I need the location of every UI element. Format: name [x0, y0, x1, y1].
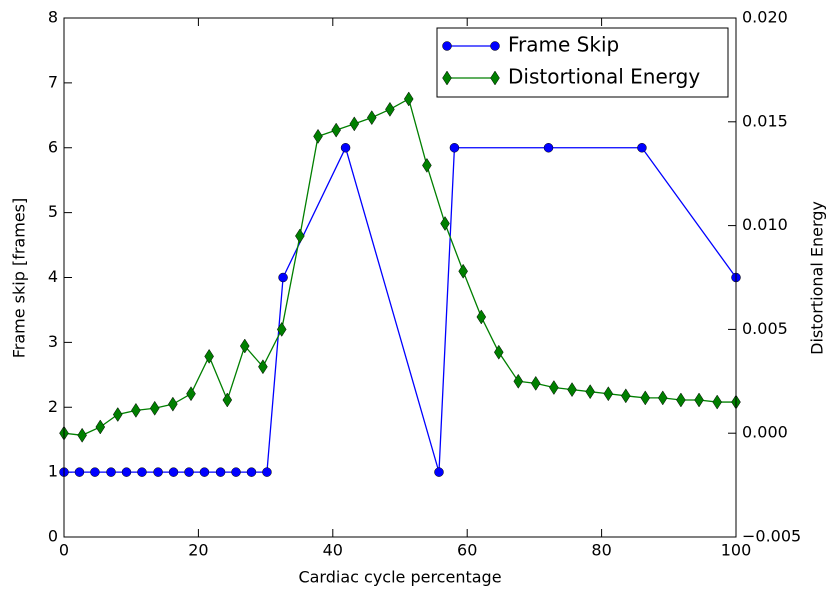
legend-marker [490, 70, 500, 86]
data-point [131, 402, 141, 418]
data-point [258, 359, 268, 375]
data-point [295, 228, 305, 244]
data-point [90, 467, 100, 477]
data-point [276, 321, 287, 337]
y-axis-label: Frame skip [frames] [10, 198, 29, 359]
data-point [278, 272, 288, 283]
data-point [199, 467, 210, 477]
series-line [64, 145, 737, 473]
data-point [403, 91, 414, 107]
y2-axis-label: Distortional Energy [808, 201, 827, 355]
data-point [231, 467, 241, 477]
y-tick-label: 6 [48, 137, 58, 156]
data-point [74, 467, 85, 477]
plot-frame [63, 17, 737, 538]
data-point [186, 386, 196, 402]
x-tick-label: 20 [188, 541, 208, 560]
series-line [63, 97, 736, 436]
x-tick-label: 60 [457, 541, 477, 560]
y-tick-label: 1 [48, 462, 58, 481]
data-point [567, 382, 577, 398]
data-point [366, 110, 377, 126]
data-point [657, 390, 668, 406]
data-point [513, 373, 524, 389]
data-point [549, 380, 559, 395]
data-point [422, 157, 432, 173]
data-point [640, 390, 651, 406]
data-point [121, 467, 132, 477]
data-point [694, 392, 704, 408]
data-point [603, 386, 614, 402]
y-tick-label: 2 [48, 397, 58, 416]
x-tick-label: 100 [721, 541, 752, 560]
data-point [106, 467, 116, 477]
data-point [168, 467, 179, 477]
data-point [349, 116, 360, 132]
data-point [476, 309, 487, 325]
data-point [340, 143, 351, 153]
y-tick-label: 8 [48, 8, 58, 27]
data-point [440, 216, 450, 231]
legend-label: Distortional Energy [508, 65, 700, 89]
y2-tick-label: 0.010 [742, 215, 788, 234]
data-point [313, 128, 323, 144]
data-point [434, 467, 444, 477]
legend-marker [442, 41, 452, 51]
x-tick-label: 80 [591, 541, 611, 560]
data-point [458, 263, 468, 279]
data-point [543, 143, 554, 153]
y-tick-label: 5 [48, 202, 58, 221]
legend-marker [490, 41, 500, 51]
y2-tick-label: 0.020 [742, 8, 788, 27]
data-point [168, 396, 178, 412]
data-point [449, 143, 460, 153]
y-tick-label: 3 [48, 332, 58, 351]
data-point [712, 394, 722, 410]
data-point [149, 400, 160, 416]
data-point [204, 348, 214, 364]
data-point [215, 467, 226, 477]
legend-marker [442, 70, 452, 86]
data-point [246, 467, 257, 477]
data-point [153, 467, 163, 477]
x-axis-label: Cardiac cycle percentage [298, 568, 501, 587]
data-point [112, 407, 123, 422]
legend-label: Frame Skip [508, 33, 619, 57]
data-point [95, 419, 106, 435]
data-point [331, 122, 341, 138]
data-point [262, 467, 272, 477]
y2-tick-label: 0.005 [742, 319, 788, 338]
data-point [676, 392, 686, 408]
data-point [137, 467, 147, 477]
y2-tick-label: 0.000 [742, 423, 788, 442]
y2-tick-label: −0.005 [742, 527, 801, 546]
y2-tick-label: 0.015 [742, 111, 788, 130]
x-tick-label: 40 [323, 541, 343, 560]
data-point [222, 392, 233, 408]
y-tick-label: 7 [48, 72, 58, 91]
y-tick-label: 0 [48, 527, 58, 546]
data-point [493, 344, 504, 360]
y-tick-label: 4 [48, 267, 58, 286]
data-point [385, 101, 395, 117]
data-point [530, 375, 541, 391]
data-point [184, 467, 194, 477]
data-point [77, 427, 87, 443]
data-point [239, 338, 250, 354]
data-point [620, 388, 631, 404]
data-point [637, 143, 647, 153]
x-tick-label: 0 [59, 541, 69, 560]
legend-box [436, 27, 729, 98]
data-point [585, 384, 595, 400]
